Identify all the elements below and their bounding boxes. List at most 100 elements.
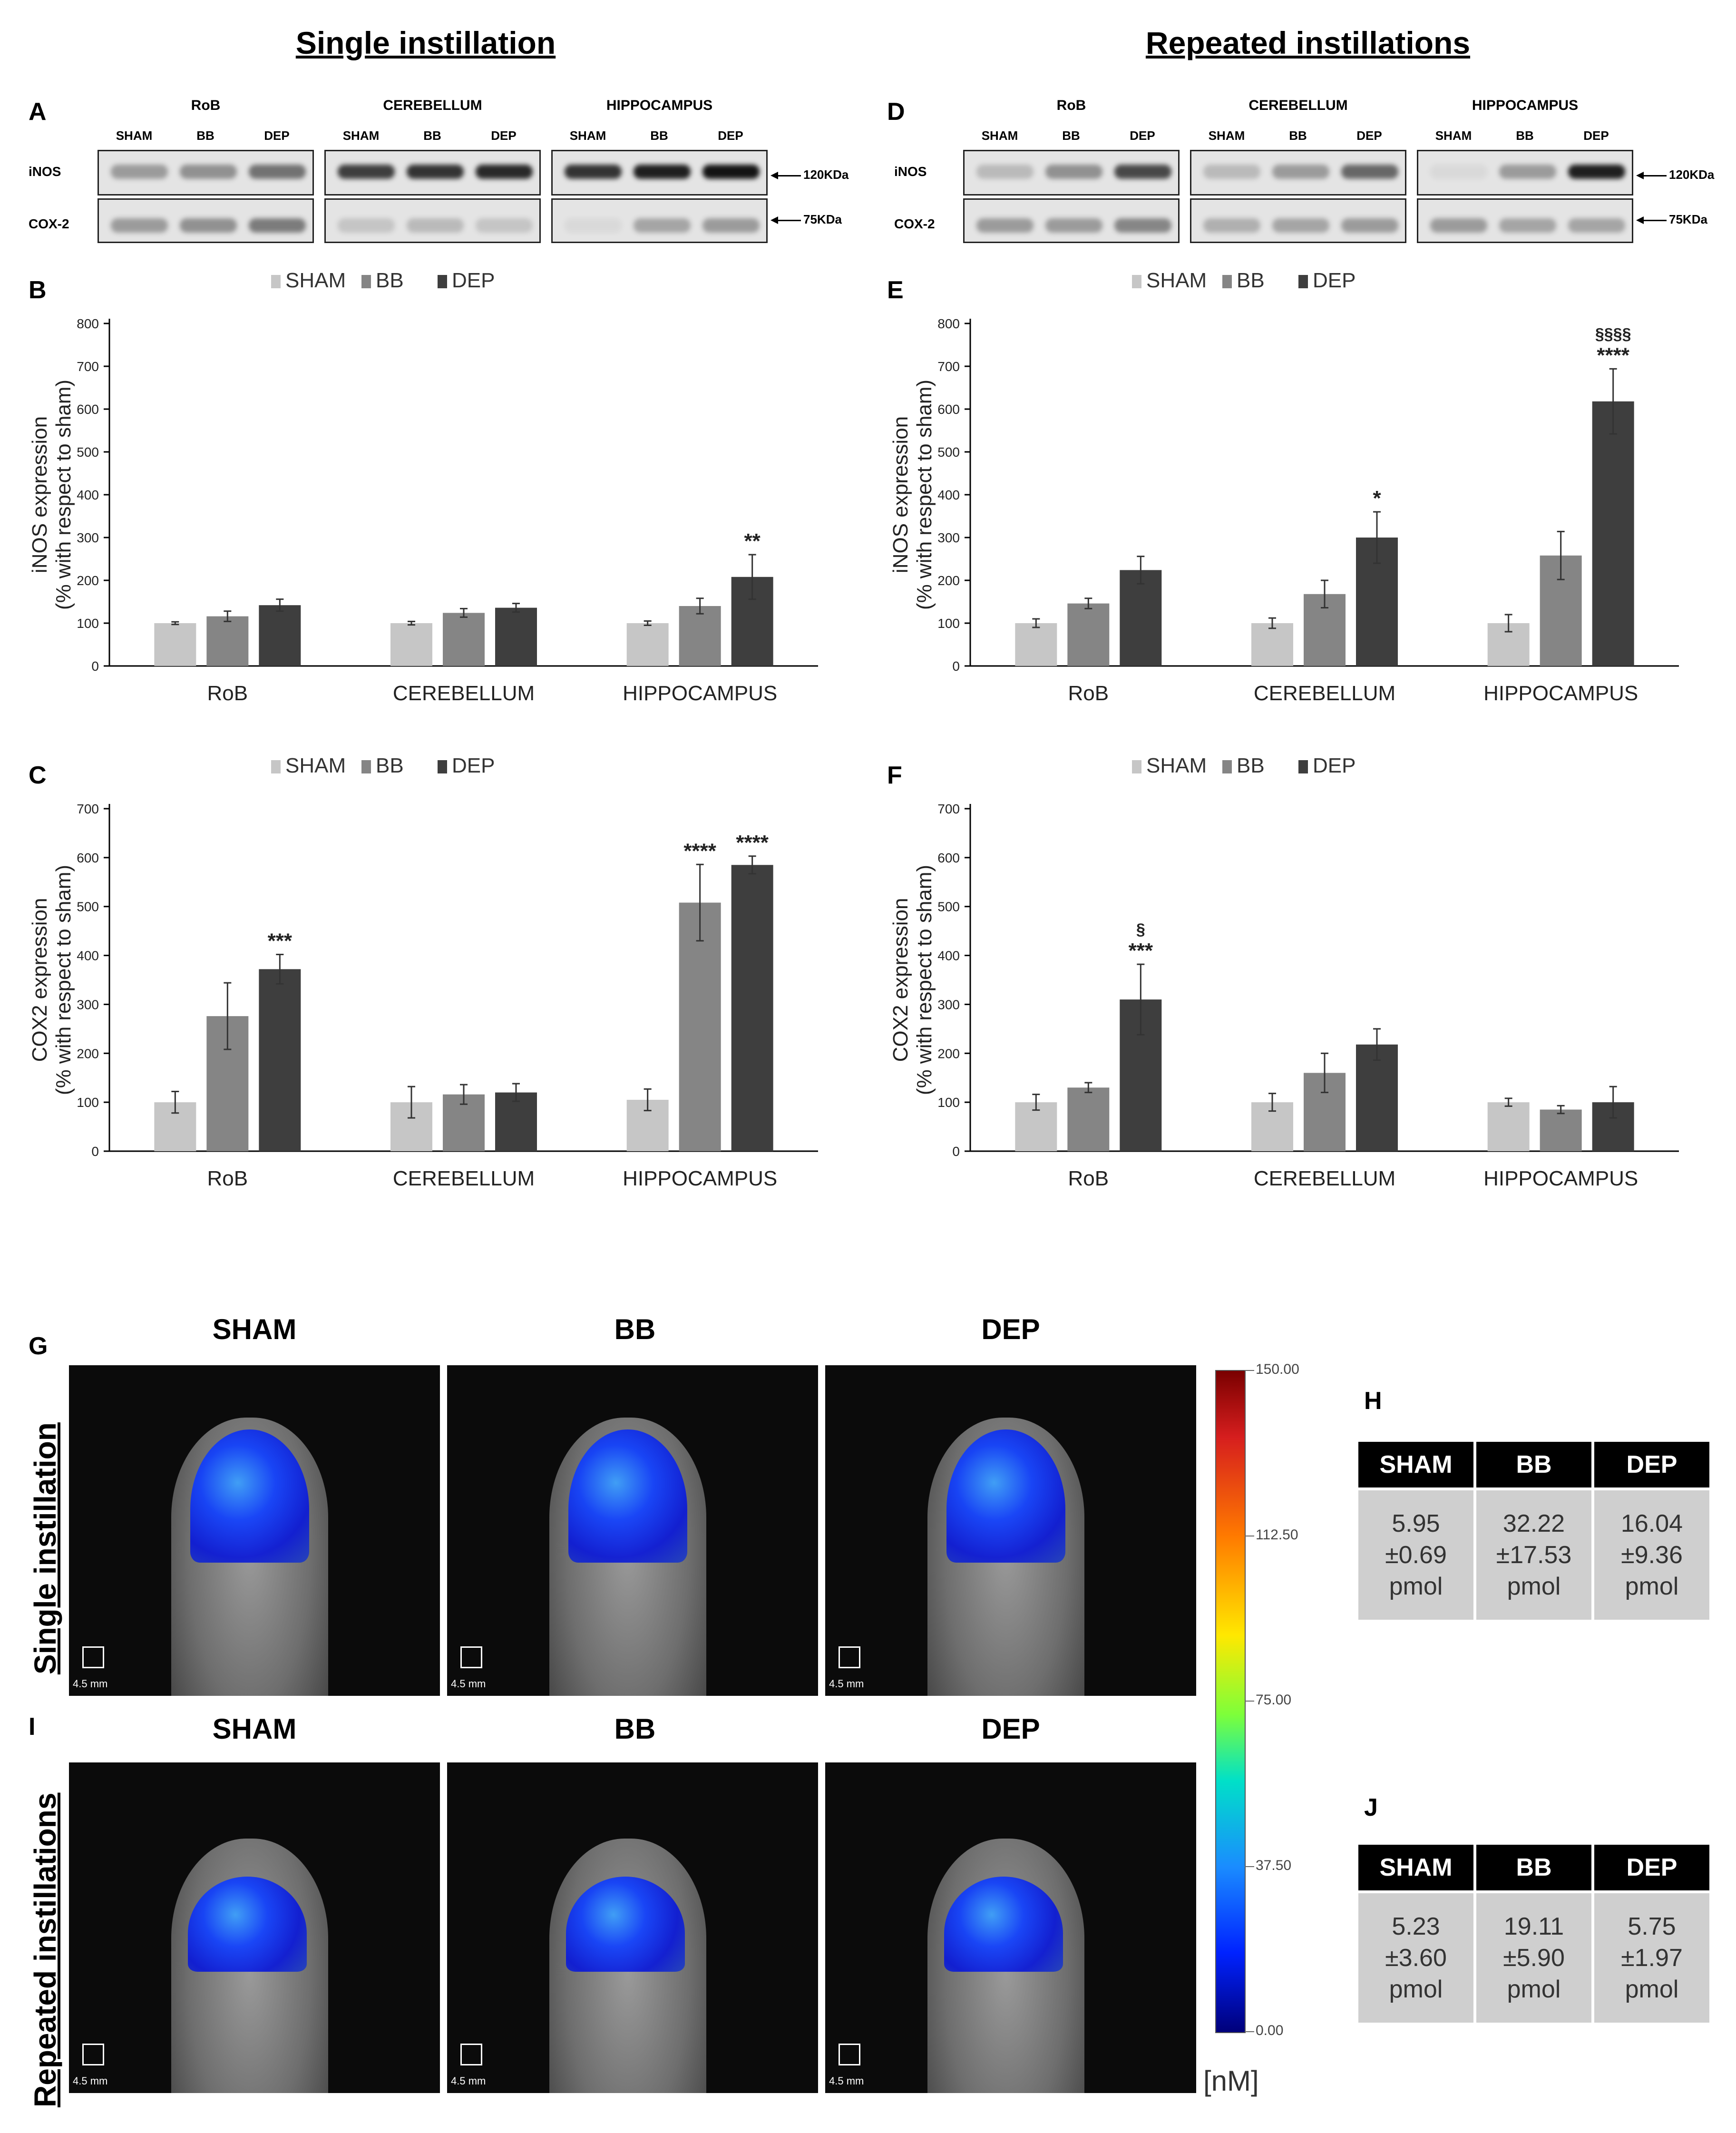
quant-table-single: SHAM BB DEP 5.95 ±0.69 pmol 32.22 ±17.53 pmol 16.… xyxy=(1356,1439,1712,1623)
colorbar-tick xyxy=(1245,1370,1254,1371)
panel-label-c: C xyxy=(29,762,47,789)
orientation-axis-icon xyxy=(460,2044,482,2065)
side-label-single: Single instillation xyxy=(28,1422,62,1674)
blot-band xyxy=(702,218,760,233)
y-tick-label: 200 xyxy=(77,1046,99,1061)
significance-marker: * xyxy=(1373,487,1381,510)
legend-swatch xyxy=(271,275,281,288)
colorbar-tick-label: 37.50 xyxy=(1256,1857,1292,1873)
colorbar-tick-label: 150.00 xyxy=(1256,1361,1299,1377)
blot-band xyxy=(476,218,533,233)
table-header: DEP xyxy=(1594,1845,1709,1890)
chart-inos-single: SHAM BB DEP 0 100 200 300 400 500 600 700 800 iNOS e… xyxy=(28,269,818,705)
colorbar-tick-label: 75.00 xyxy=(1256,1692,1292,1708)
blot-band xyxy=(565,218,622,233)
bar-dep xyxy=(495,607,537,666)
bar-bb xyxy=(443,613,485,666)
orientation-axis-icon xyxy=(839,1646,860,1668)
legend-label: DEP xyxy=(1313,269,1356,292)
blot-band xyxy=(976,165,1034,179)
x-category-label: RoB xyxy=(207,682,248,705)
blot-band xyxy=(338,218,395,233)
blot-band xyxy=(1045,218,1102,233)
scale-label: 4.5 mm xyxy=(829,1678,864,1690)
image-header-sham-repeated: SHAM xyxy=(212,1713,297,1745)
x-category-label: RoB xyxy=(1068,682,1109,705)
y-tick-label: 800 xyxy=(77,316,99,331)
y-axis-label-units: (% with respect to sham) xyxy=(52,380,75,610)
y-tick-label: 300 xyxy=(937,997,960,1012)
image-header-dep-single: DEP xyxy=(981,1313,1040,1345)
y-tick-label: 400 xyxy=(937,949,960,963)
x-category-label: CEREBELLUM xyxy=(1254,682,1395,705)
y-tick-label: 800 xyxy=(937,316,960,331)
blot-band-panel xyxy=(324,198,541,243)
table-cell-line: pmol xyxy=(1507,1573,1561,1600)
blot-lane-label: SHAM xyxy=(116,128,153,143)
bar-sham xyxy=(1251,623,1293,666)
blot-band-panel xyxy=(1190,198,1406,243)
kda-label: 120KDa xyxy=(803,167,849,182)
scale-label: 4.5 mm xyxy=(73,2075,108,2087)
y-tick-label: 600 xyxy=(77,402,99,417)
bar-bb xyxy=(679,902,721,1151)
y-tick-label: 0 xyxy=(91,659,99,674)
blot-lane-label: DEP xyxy=(718,128,743,143)
blot-band xyxy=(1499,218,1556,233)
y-tick-label: 300 xyxy=(77,997,99,1012)
legend-label: BB xyxy=(1237,269,1265,292)
blot-lane-label: BB xyxy=(196,128,215,143)
blot-lane-label: DEP xyxy=(491,128,517,143)
orientation-axis-icon xyxy=(82,1646,104,1668)
signal-overlay xyxy=(566,1877,685,1972)
blot-row-label: COX-2 xyxy=(29,216,69,231)
blot-band xyxy=(1272,165,1329,179)
scale-label: 4.5 mm xyxy=(451,1678,486,1690)
significance-marker: ** xyxy=(744,529,761,553)
colorbar-tick xyxy=(1245,2031,1254,2032)
panel-label-h: H xyxy=(1364,1387,1382,1415)
blot-band xyxy=(1341,165,1398,179)
orientation-axis-icon xyxy=(460,1646,482,1668)
bar-bb xyxy=(1067,603,1110,666)
blot-region-label: HIPPOCAMPUS xyxy=(1472,98,1579,113)
blot-region-label: HIPPOCAMPUS xyxy=(606,98,713,113)
blot-lane-label: BB xyxy=(1289,128,1307,143)
y-tick-label: 500 xyxy=(937,900,960,914)
bar-dep xyxy=(495,1092,537,1151)
legend-swatch xyxy=(1298,760,1308,773)
blot-region-label: RoB xyxy=(1056,98,1086,113)
blot-lane-label: SHAM xyxy=(1435,128,1472,143)
blot-band-panel xyxy=(963,198,1180,243)
blot-band xyxy=(1114,218,1171,233)
y-axis-label-units: (% with respect to sham) xyxy=(913,865,936,1095)
blot-lane-label: DEP xyxy=(264,128,290,143)
x-category-label: HIPPOCAMPUS xyxy=(1483,1167,1638,1190)
blot-band xyxy=(1203,165,1260,179)
blot-band xyxy=(702,165,760,179)
blot-band-panel xyxy=(98,150,314,196)
legend-label: SHAM xyxy=(1146,754,1207,777)
signal-overlay xyxy=(568,1429,687,1563)
table-header: SHAM xyxy=(1358,1845,1473,1890)
significance-marker: **** xyxy=(683,839,716,862)
x-category-label: RoB xyxy=(1068,1167,1109,1190)
y-axis-label: COX2 expression xyxy=(28,898,51,1062)
x-category-label: HIPPOCAMPUS xyxy=(1483,682,1638,705)
blot-lane-label: DEP xyxy=(1583,128,1609,143)
kda-label: 75KDa xyxy=(803,212,842,226)
table-cell: 16.04 ±9.36 pmol xyxy=(1594,1490,1709,1620)
blot-band xyxy=(476,165,533,179)
table-cell-line: 19.11 xyxy=(1503,1913,1564,1940)
fluorescence-image-bb: 4.5 mm xyxy=(447,1365,818,1696)
panel-label-b: B xyxy=(29,276,47,304)
legend-label: BB xyxy=(1237,754,1265,777)
side-label-repeated: Repeated instillations xyxy=(28,1792,62,2107)
bar-bb xyxy=(1540,1109,1582,1151)
blot-band xyxy=(180,165,237,179)
blot-band xyxy=(1272,218,1329,233)
y-tick-label: 500 xyxy=(937,445,960,460)
significance-marker: *** xyxy=(1129,939,1153,962)
table-cell-line: ±3.60 xyxy=(1385,1944,1447,1972)
signal-overlay xyxy=(190,1429,309,1563)
